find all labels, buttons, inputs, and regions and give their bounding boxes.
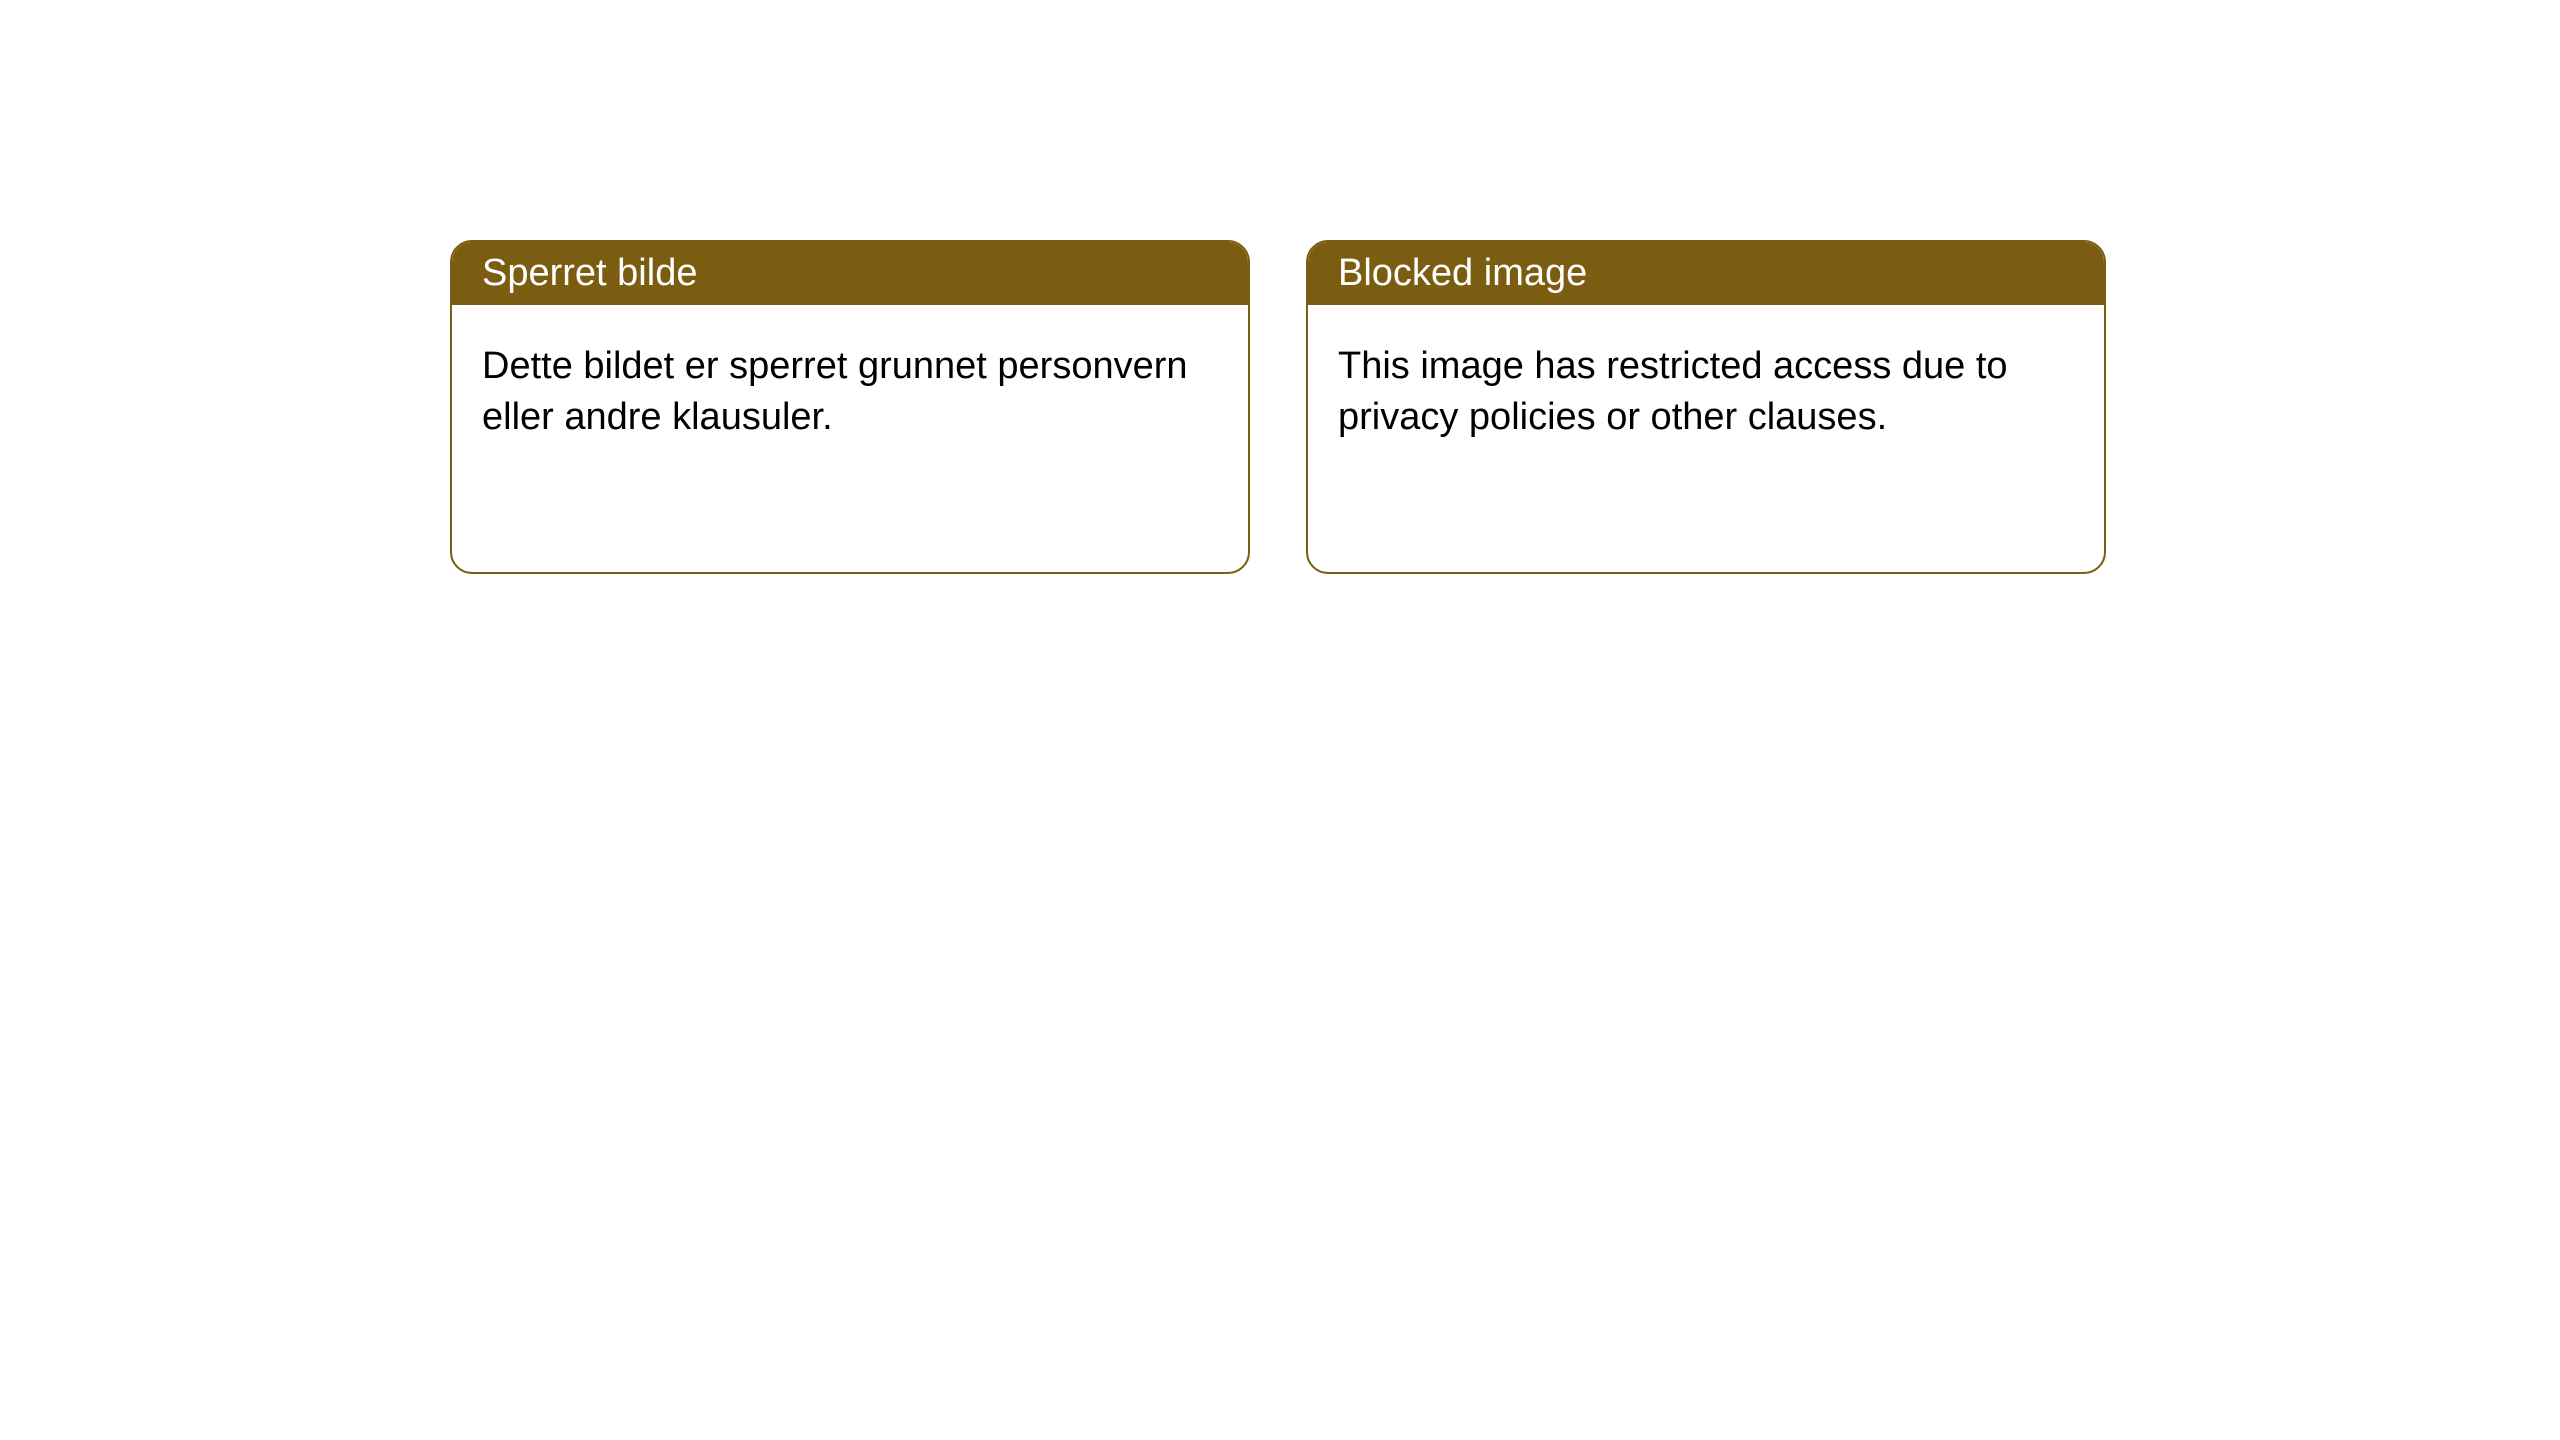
card-body: Dette bildet er sperret grunnet personve… [452, 305, 1248, 480]
card-title: Blocked image [1338, 252, 1587, 294]
card-header: Sperret bilde [452, 242, 1248, 305]
notice-card-english: Blocked image This image has restricted … [1306, 240, 2106, 574]
notice-cards-container: Sperret bilde Dette bildet er sperret gr… [450, 240, 2106, 574]
card-header: Blocked image [1308, 242, 2104, 305]
notice-card-norwegian: Sperret bilde Dette bildet er sperret gr… [450, 240, 1250, 574]
card-body-text: Dette bildet er sperret grunnet personve… [482, 345, 1188, 438]
card-body: This image has restricted access due to … [1308, 305, 2104, 480]
card-body-text: This image has restricted access due to … [1338, 345, 2008, 438]
card-title: Sperret bilde [482, 252, 697, 294]
